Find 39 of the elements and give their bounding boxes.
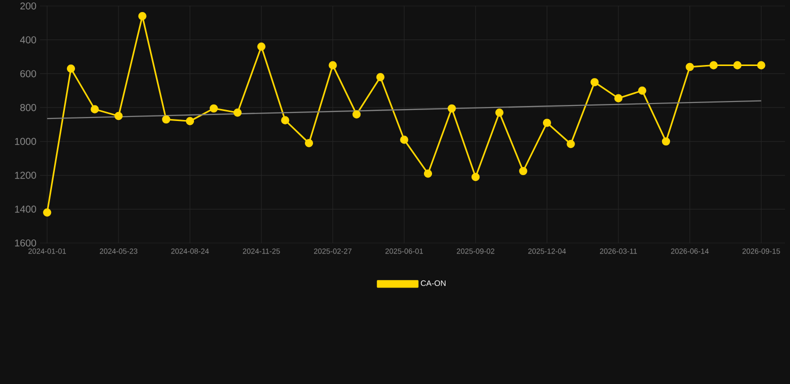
point [448,104,456,113]
point [710,61,718,70]
point [495,108,504,117]
point [733,61,742,70]
y-tick-label: 600 [20,70,36,78]
y-tick-label: 800 [20,104,36,112]
point [90,105,99,114]
point [566,140,575,148]
point [352,110,361,118]
y-tick-label: 200 [20,2,36,10]
point [542,118,552,127]
point [162,115,170,124]
point [590,78,599,86]
point [281,116,290,124]
point [519,166,528,176]
point [376,72,384,82]
point [757,61,766,70]
point [186,117,194,126]
point [210,104,218,113]
point [638,86,646,95]
point [138,12,146,20]
point [686,62,694,72]
y-tick-label: 400 [20,36,36,44]
point [304,139,314,148]
y-tick-label: 1000 [15,138,36,145]
point [400,136,408,144]
point [114,112,123,120]
point [66,64,76,73]
y-tick-label: 1200 [15,172,36,179]
point [233,108,242,117]
point [328,61,337,70]
point [43,208,52,217]
point [614,94,622,102]
point [662,137,670,146]
y-tick-label: 1600 [15,239,36,247]
y-tick-label: 1400 [15,206,36,213]
point [257,42,266,51]
point [471,172,480,182]
point [424,169,432,178]
